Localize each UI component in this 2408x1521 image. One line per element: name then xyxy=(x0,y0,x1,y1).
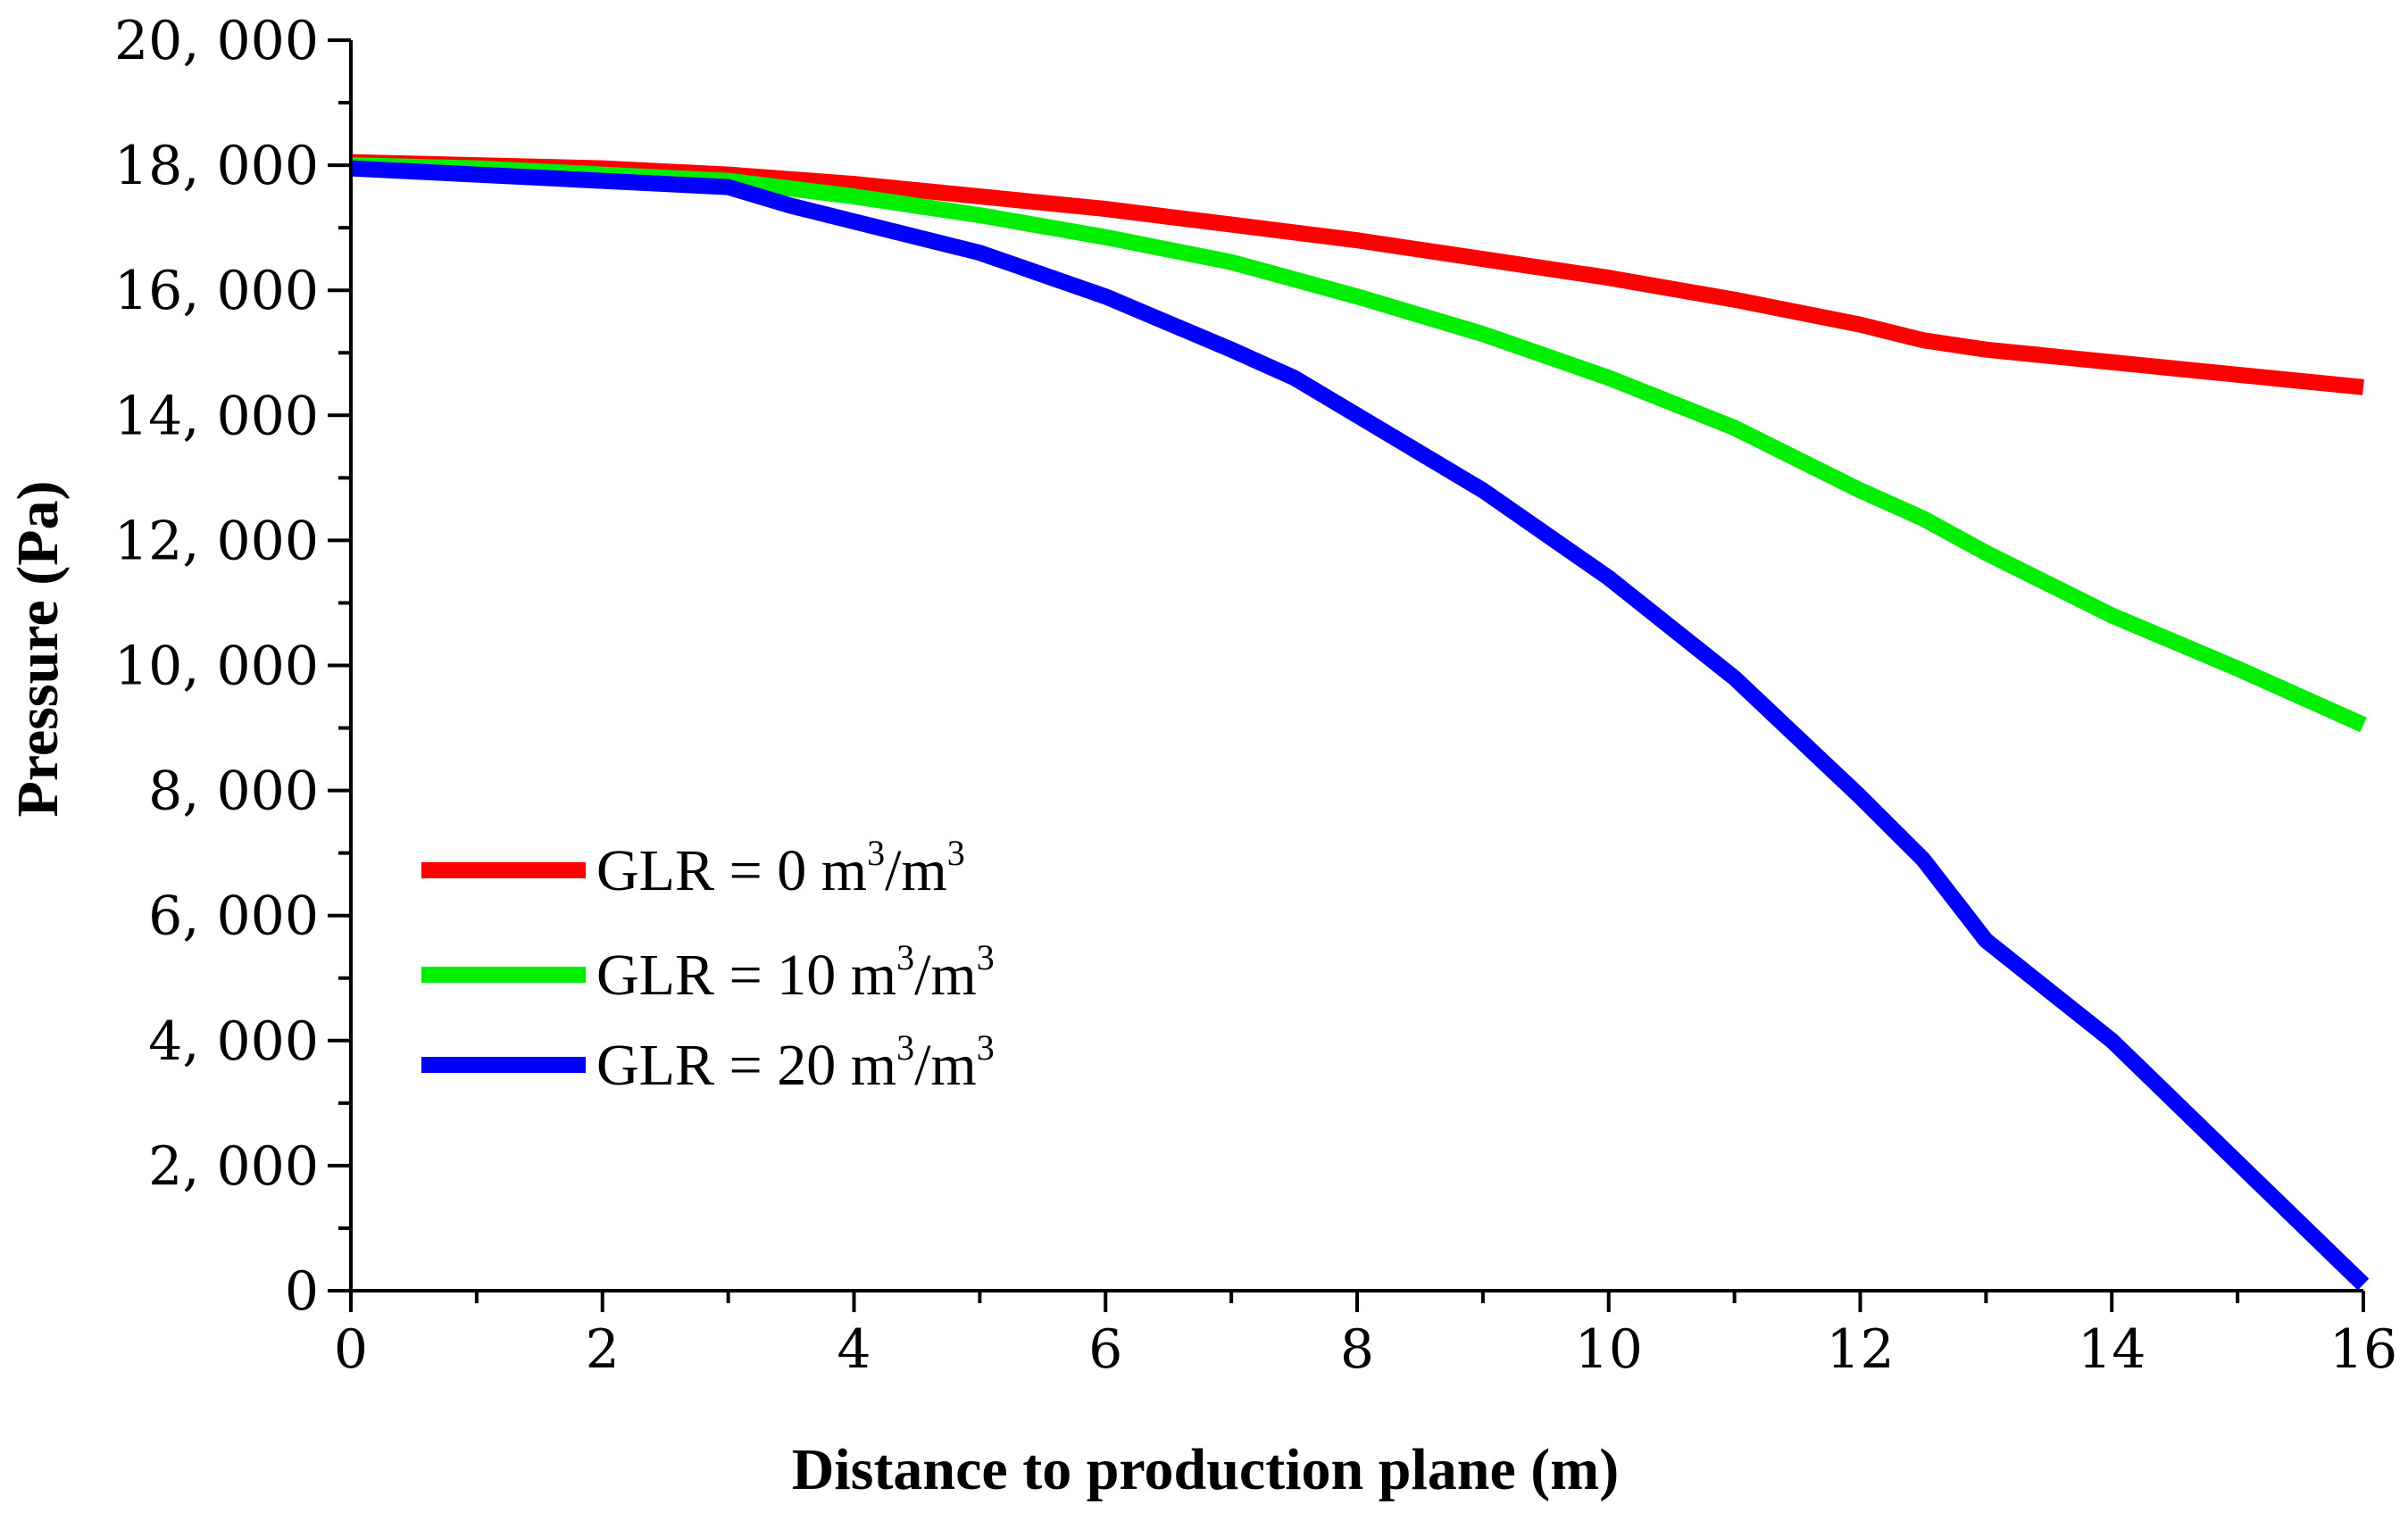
legend-item-2: GLR = 10 m3/m3 xyxy=(421,937,995,1008)
y-tick-label: 2, 000 xyxy=(148,1135,319,1198)
legend-label: GLR = 20 m3/m3 xyxy=(596,1027,995,1098)
x-tick-label: 0 xyxy=(334,1318,368,1381)
legend: GLR = 0 m3/m3 GLR = 10 m3/m3 GLR = 20 m3/m… xyxy=(421,833,995,1098)
series-lines xyxy=(350,154,2370,1291)
series-line-1 xyxy=(350,154,2364,395)
y-tick-label: 16, 000 xyxy=(114,260,319,322)
legend-item-3: GLR = 20 m3/m3 xyxy=(421,1027,995,1098)
series-line-2 xyxy=(350,157,2367,733)
y-tick-label: 8, 000 xyxy=(148,760,319,823)
y-axis-ticks: 0 2, 000 4, 000 6, 000 8, 000 10, 000 12, 000 1… xyxy=(114,10,351,1323)
y-tick-label: 6, 000 xyxy=(148,885,319,948)
y-tick-label: 10, 000 xyxy=(114,636,319,698)
y-tick-label: 14, 000 xyxy=(114,385,319,447)
x-tick-label: 12 xyxy=(1826,1318,1894,1381)
y-tick-label: 12, 000 xyxy=(114,510,319,572)
y-tick-label: 0 xyxy=(285,1260,319,1323)
x-axis-ticks: 0 2 4 6 8 10 12 14 16 xyxy=(334,1291,2397,1381)
x-tick-label: 10 xyxy=(1575,1318,1643,1381)
x-tick-label: 16 xyxy=(2329,1318,2397,1381)
y-axis-title: Pressure (Pa) xyxy=(5,481,71,818)
y-tick-label: 20, 000 xyxy=(114,10,319,72)
x-axis-title: Distance to production plane (m) xyxy=(792,1437,1619,1502)
legend-item-1: GLR = 0 m3/m3 xyxy=(421,833,965,903)
x-tick-label: 2 xyxy=(586,1318,620,1381)
x-tick-label: 8 xyxy=(1340,1318,1374,1381)
series-line-3 xyxy=(350,160,2370,1291)
legend-label: GLR = 10 m3/m3 xyxy=(596,937,995,1008)
y-tick-label: 4, 000 xyxy=(148,1010,319,1073)
x-tick-label: 6 xyxy=(1088,1318,1122,1381)
legend-label: GLR = 0 m3/m3 xyxy=(596,833,965,903)
x-tick-label: 14 xyxy=(2078,1318,2146,1381)
x-tick-label: 4 xyxy=(837,1318,871,1381)
y-tick-label: 18, 000 xyxy=(114,135,319,197)
